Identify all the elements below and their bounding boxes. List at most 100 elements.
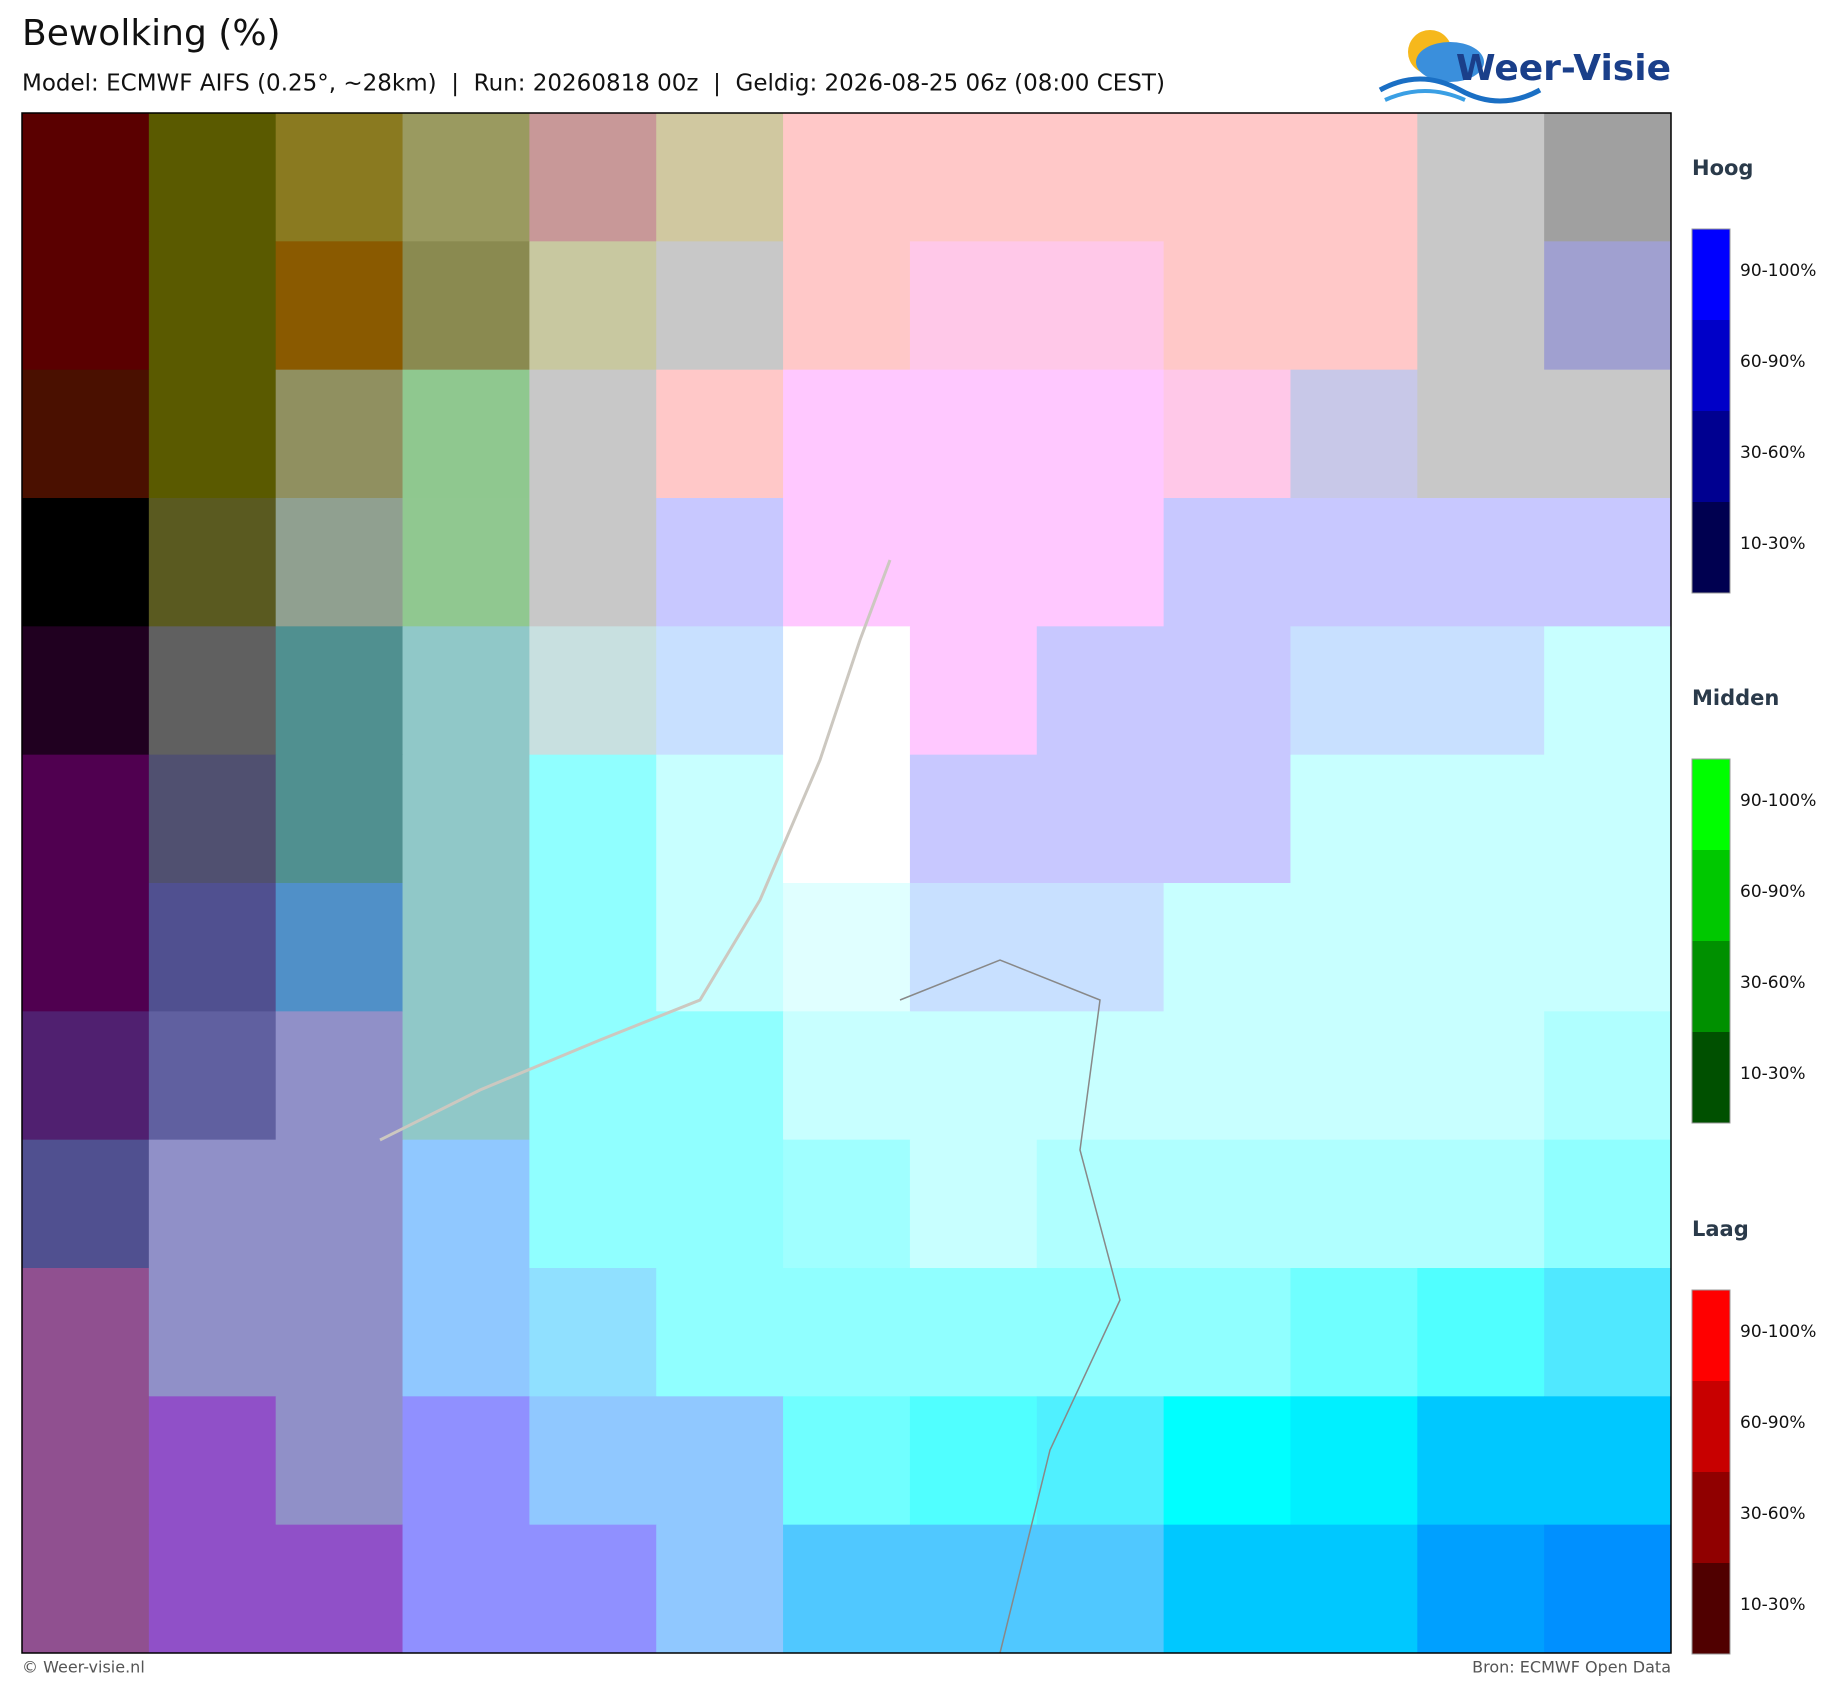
cloud-cell <box>148 1524 277 1654</box>
legend-swatch <box>1692 320 1730 411</box>
legend-label: 30-60% <box>1740 443 1806 463</box>
cloud-cell <box>909 241 1038 371</box>
cloud-cell <box>529 1268 657 1397</box>
cloud-cell <box>1036 1011 1165 1141</box>
cloud-cell <box>22 1139 150 1269</box>
cloud-cell <box>909 1396 1038 1526</box>
cloud-cell <box>275 369 404 499</box>
cloud-cell <box>1417 113 1545 242</box>
cloud-cell <box>148 113 277 242</box>
cloud-cell <box>1544 754 1672 884</box>
cloud-cell <box>529 113 657 242</box>
cloud-cell <box>22 1011 150 1141</box>
legend-swatch <box>1692 1032 1730 1123</box>
cloud-cell <box>148 1268 277 1397</box>
cloud-cell <box>1290 241 1418 371</box>
logo-icon <box>1378 30 1542 104</box>
cloud-cell <box>529 754 657 884</box>
legend-swatch <box>1692 502 1730 593</box>
cloud-cell <box>656 1524 784 1654</box>
cloud-cell <box>148 1396 277 1526</box>
cloud-cell <box>1544 241 1672 371</box>
cloud-cell <box>1163 1139 1291 1269</box>
legend-swatch <box>1692 411 1730 502</box>
cloud-cell <box>148 241 277 371</box>
legend-swatch <box>1692 850 1730 941</box>
cloud-cell <box>909 1524 1038 1654</box>
legend-label: 90-100% <box>1740 261 1816 281</box>
cloud-cell <box>22 241 150 371</box>
cloud-cell <box>1036 754 1165 884</box>
cloud-cell <box>656 1396 784 1526</box>
cloud-cell <box>22 498 150 627</box>
cloud-cell <box>275 1396 404 1526</box>
cloud-cell <box>1417 1139 1545 1269</box>
cloud-cell <box>783 1011 911 1141</box>
cloud-cell <box>22 883 150 1012</box>
cloud-cell <box>1163 498 1291 627</box>
cloud-cell <box>1417 1268 1545 1397</box>
cloud-cell <box>909 369 1038 499</box>
legend-label: 10-30% <box>1740 1064 1806 1084</box>
cloud-cell <box>1544 1139 1672 1269</box>
cloud-cell <box>783 883 911 1012</box>
cloud-cell <box>22 1396 150 1526</box>
cloud-cell <box>783 241 911 371</box>
cloud-cell <box>529 1524 657 1654</box>
cloud-cell <box>1036 883 1165 1012</box>
cloud-cell <box>529 369 657 499</box>
cloud-cell <box>909 883 1038 1012</box>
cloud-cell <box>402 883 530 1012</box>
legend-frame <box>1691 758 1731 1124</box>
cloud-cell <box>1036 1396 1165 1526</box>
cloud-cell <box>1544 883 1672 1012</box>
cloud-cell <box>529 241 657 371</box>
cloud-cell <box>909 1011 1038 1141</box>
legend-swatch <box>1692 941 1730 1032</box>
cloud-cell <box>529 1139 657 1269</box>
coastline <box>379 559 892 1142</box>
legend-swatch <box>1692 1290 1730 1381</box>
cloud-cell <box>22 1268 150 1397</box>
cloud-cell <box>1417 1011 1545 1141</box>
cloud-cell <box>402 498 530 627</box>
cloud-cell <box>909 1139 1038 1269</box>
cloud-cell <box>783 1524 911 1654</box>
cloud-cell <box>275 1268 404 1397</box>
cloud-cell <box>909 754 1038 884</box>
cloud-cell <box>1036 1139 1165 1269</box>
cloud-cell <box>1290 498 1418 627</box>
legend-label: 30-60% <box>1740 973 1806 993</box>
cloud-cell <box>402 1524 530 1654</box>
cloud-cell <box>783 369 911 499</box>
cloud-cell <box>1163 626 1291 756</box>
cloud-cell <box>1417 754 1545 884</box>
cloud-cell <box>656 498 784 627</box>
cloud-cell <box>1163 1396 1291 1526</box>
cloud-cell <box>1544 1011 1672 1141</box>
cloud-cell <box>402 626 530 756</box>
legend-swatch <box>1692 1472 1730 1563</box>
cloud-cell <box>1036 241 1165 371</box>
cloud-cell <box>656 369 784 499</box>
cloud-cell <box>402 369 530 499</box>
logo-text: Weer-Visie <box>1456 48 1671 89</box>
cloud-cell <box>1290 113 1418 242</box>
cloud-cell <box>148 1011 277 1141</box>
cloud-cell <box>275 626 404 756</box>
map-frame <box>21 112 1672 1654</box>
cloud-cell <box>1163 1524 1291 1654</box>
cloud-cell <box>1417 883 1545 1012</box>
cloud-cell <box>909 498 1038 627</box>
cloud-cell <box>1290 1396 1418 1526</box>
cloud-cell <box>783 1139 911 1269</box>
legend-title: Midden <box>1692 686 1779 710</box>
legend-frame <box>1691 1289 1731 1655</box>
cloud-cell <box>1163 883 1291 1012</box>
cloud-cell <box>402 1268 530 1397</box>
cloud-cell <box>148 1139 277 1269</box>
cloud-cell <box>783 626 911 756</box>
cloud-cell <box>1036 626 1165 756</box>
map <box>22 113 1672 1654</box>
cloud-cell <box>529 498 657 627</box>
